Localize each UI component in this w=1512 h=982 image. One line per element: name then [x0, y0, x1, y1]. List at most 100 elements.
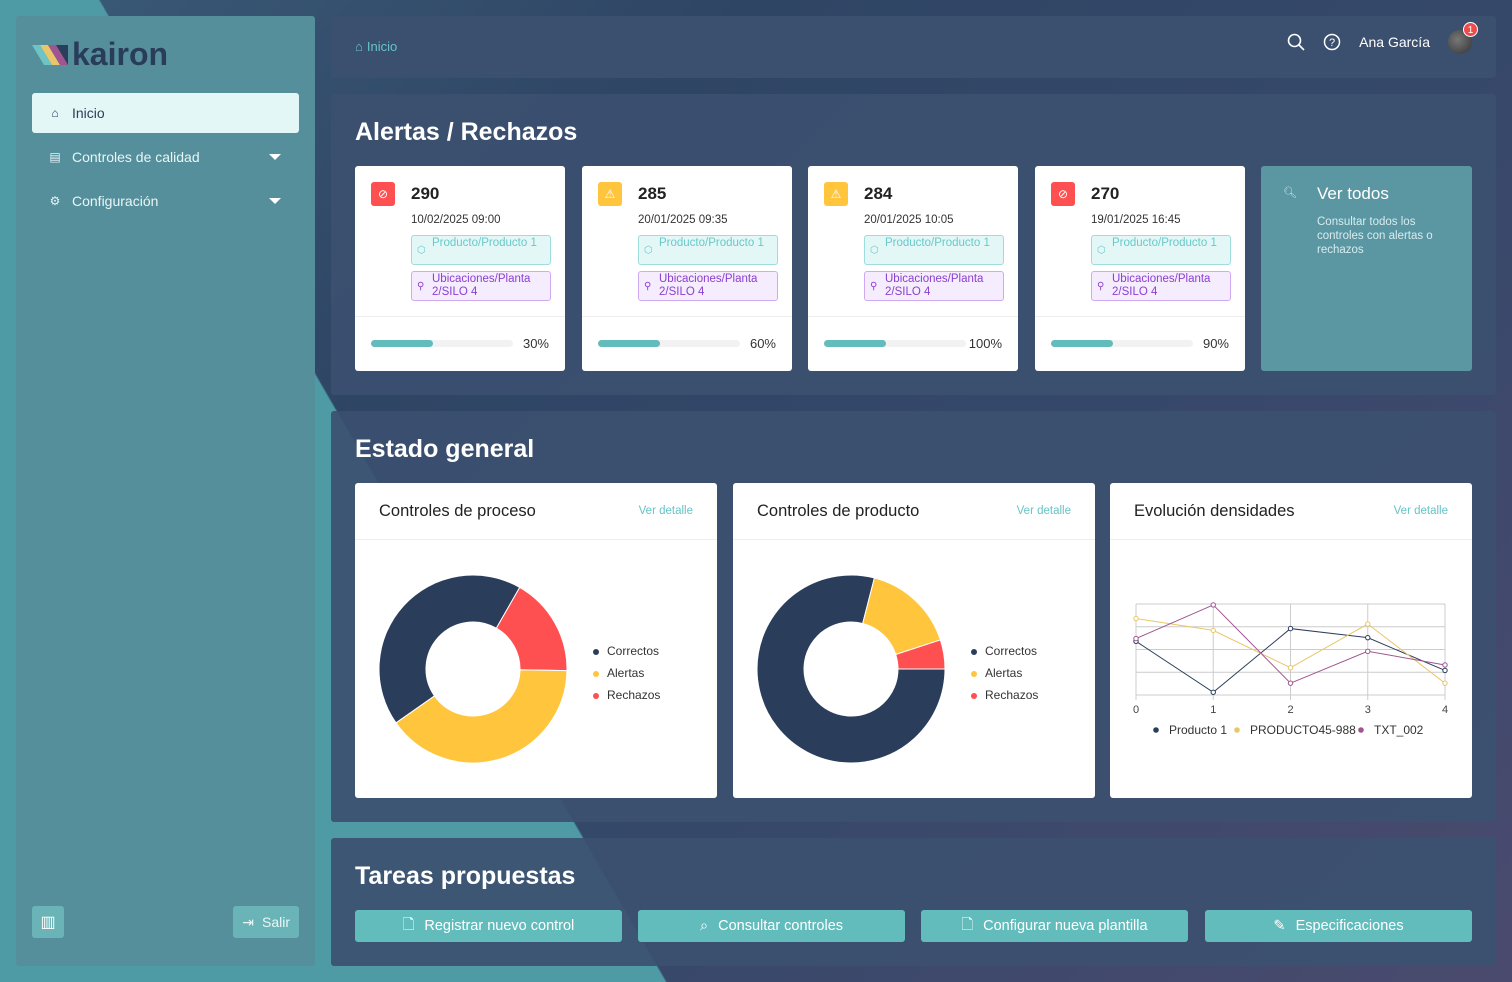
- slice-alertas[interactable]: [862, 577, 942, 656]
- slice-correctos[interactable]: [756, 574, 946, 764]
- slice-correctos[interactable]: [378, 574, 521, 724]
- legend-dot: [971, 648, 977, 655]
- data-point[interactable]: [1210, 689, 1216, 695]
- tag-label: Ubicaciones/Planta 2/SILO 4: [1112, 273, 1211, 298]
- data-point[interactable]: [1287, 680, 1294, 686]
- sidebar-item-label: Controles de calidad: [72, 149, 200, 165]
- x-tick-label: 2: [1287, 704, 1293, 716]
- process-controls-card: Controles de proceso Ver detalle Correct…: [355, 483, 717, 798]
- logo-mark-icon: [32, 44, 68, 65]
- data-point[interactable]: [1210, 602, 1216, 608]
- warning-icon: ⚠: [824, 182, 848, 206]
- register-control-button[interactable]: 🗋︎ Registrar nuevo control: [355, 910, 622, 942]
- data-point[interactable]: [1210, 627, 1216, 634]
- breadcrumb-item[interactable]: Inicio: [366, 39, 398, 54]
- alert-datetime: 10/02/2025 09:00: [411, 214, 501, 226]
- button-label: Especificaciones: [1295, 918, 1404, 934]
- breadcrumb[interactable]: ⌂ Inicio: [355, 39, 397, 54]
- chevron-down-icon: [269, 154, 281, 160]
- top-header: ⌂ Inicio ? Ana García 1: [331, 16, 1496, 78]
- view-detail-link[interactable]: Ver detalle: [1393, 505, 1448, 517]
- product-tag[interactable]: ⬡ Producto/Producto 1: [638, 235, 778, 265]
- data-point[interactable]: [1365, 621, 1371, 627]
- legend-label: Correctos: [607, 644, 660, 658]
- home-icon: ⌂: [51, 106, 59, 120]
- progress-bar: [1051, 340, 1193, 347]
- location-tag[interactable]: ⚲ Ubicaciones/Planta 2/SILO 4: [411, 271, 551, 301]
- button-label: Registrar nuevo control: [424, 918, 575, 934]
- legend-item[interactable]: Alertas: [971, 662, 1038, 684]
- slice-rechazos[interactable]: [895, 639, 946, 670]
- slice-alertas[interactable]: [395, 669, 568, 764]
- see-all-card[interactable]: 🔍︎ Ver todos Consultar todos los control…: [1261, 166, 1472, 371]
- legend-dot: [1358, 727, 1364, 733]
- logout-button[interactable]: ⇥ Salir: [233, 906, 299, 938]
- location-icon: ⚲: [870, 281, 878, 292]
- alert-card[interactable]: ⚠ 285 20/01/2025 09:35 ⬡ Producto/Product…: [582, 166, 792, 371]
- progress-label: 90%: [1202, 336, 1229, 351]
- tag-label: Ubicaciones/Planta 2/SILO 4: [659, 273, 758, 298]
- tag-label: Producto/Producto 1: [659, 237, 764, 249]
- file-plus-icon: 🗋︎: [402, 916, 415, 933]
- alert-datetime: 20/01/2025 09:35: [638, 214, 728, 226]
- specifications-button[interactable]: ✎ Especificaciones: [1205, 910, 1472, 942]
- legend-label: Rechazos: [607, 688, 661, 702]
- section-title: Alertas / Rechazos: [355, 118, 578, 146]
- x-tick-label: 1: [1210, 704, 1216, 716]
- data-point[interactable]: [1287, 625, 1294, 632]
- location-tag[interactable]: ⚲ Ubicaciones/Planta 2/SILO 4: [638, 271, 778, 301]
- search-icon[interactable]: [1287, 33, 1305, 51]
- legend-dot: [593, 670, 599, 677]
- data-point[interactable]: [1442, 662, 1448, 668]
- legend-dot: [593, 692, 599, 699]
- configure-template-button[interactable]: 🗋︎ Configurar nueva plantilla: [921, 910, 1188, 942]
- sidebar-item-controles[interactable]: ▤ Controles de calidad: [32, 137, 299, 177]
- data-point[interactable]: [1287, 665, 1294, 671]
- card-title: Controles de proceso: [379, 502, 536, 520]
- legend-dot: [593, 648, 599, 655]
- cube-icon: ⬡: [870, 245, 879, 256]
- sidebar-toggle-button[interactable]: ▥: [32, 906, 64, 938]
- legend-dot: [1234, 727, 1240, 733]
- alert-id: 284: [864, 184, 893, 203]
- legend-item[interactable]: Rechazos: [593, 684, 660, 706]
- data-point[interactable]: [1365, 634, 1371, 641]
- help-icon[interactable]: ?: [1323, 33, 1341, 51]
- user-name[interactable]: Ana García: [1359, 34, 1430, 50]
- view-detail-link[interactable]: Ver detalle: [638, 505, 693, 517]
- legend-label[interactable]: PRODUCTO45-988: [1250, 723, 1356, 737]
- legend-label[interactable]: TXT_002: [1374, 723, 1424, 737]
- query-controls-button[interactable]: ⌕ Consultar controles: [638, 910, 905, 942]
- legend-label[interactable]: Producto 1: [1169, 723, 1227, 737]
- legend-label: Correctos: [985, 644, 1038, 658]
- location-tag[interactable]: ⚲ Ubicaciones/Planta 2/SILO 4: [864, 271, 1004, 301]
- sidebar-item-inicio[interactable]: ⌂ Inicio: [32, 93, 299, 133]
- legend-item[interactable]: Rechazos: [971, 684, 1038, 706]
- progress-label: 30%: [522, 336, 549, 351]
- data-point[interactable]: [1133, 635, 1139, 642]
- location-icon: ⚲: [417, 281, 425, 292]
- data-point[interactable]: [1442, 680, 1448, 686]
- product-tag[interactable]: ⬡ Producto/Producto 1: [864, 235, 1004, 265]
- view-detail-link[interactable]: Ver detalle: [1016, 505, 1071, 517]
- data-point[interactable]: [1442, 667, 1448, 674]
- sidebar-item-configuracion[interactable]: ⚙ Configuración: [32, 181, 299, 221]
- alert-datetime: 20/01/2025 10:05: [864, 214, 954, 226]
- alert-id: 285: [638, 184, 667, 203]
- alert-card[interactable]: ⚠ 284 20/01/2025 10:05 ⬡ Producto/Product…: [808, 166, 1018, 371]
- legend-item[interactable]: Correctos: [593, 640, 660, 662]
- tag-label: Ubicaciones/Planta 2/SILO 4: [432, 273, 531, 298]
- alert-card[interactable]: ⊘ 290 10/02/2025 09:00 ⬡ Producto/Product…: [355, 166, 565, 371]
- progress-bar: [371, 340, 513, 347]
- general-status-section: Estado general Controles de proceso Ver …: [331, 411, 1496, 822]
- avatar[interactable]: 1: [1448, 22, 1478, 54]
- product-tag[interactable]: ⬡ Producto/Producto 1: [1091, 235, 1231, 265]
- product-tag[interactable]: ⬡ Producto/Producto 1: [411, 235, 551, 265]
- gear-icon: ⚙: [49, 194, 61, 208]
- legend-item[interactable]: Alertas: [593, 662, 660, 684]
- data-point[interactable]: [1365, 648, 1371, 655]
- legend-item[interactable]: Correctos: [971, 640, 1038, 662]
- location-tag[interactable]: ⚲ Ubicaciones/Planta 2/SILO 4: [1091, 271, 1231, 301]
- data-point[interactable]: [1133, 615, 1139, 622]
- alert-card[interactable]: ⊘ 270 19/01/2025 16:45 ⬡ Producto/Product…: [1035, 166, 1245, 371]
